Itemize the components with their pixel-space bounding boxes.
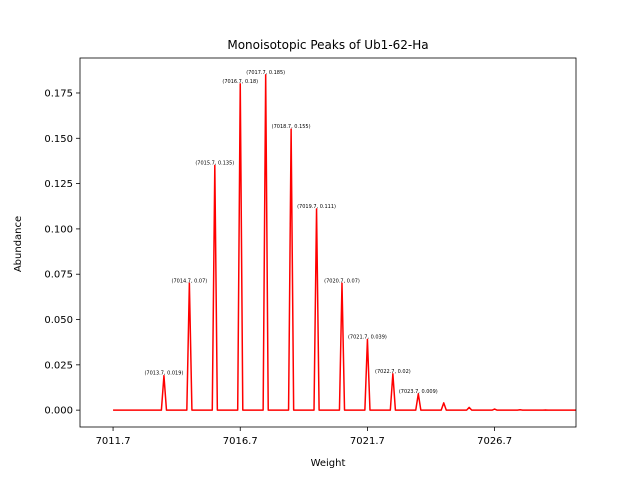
- y-tick-label: 0.175: [44, 88, 73, 99]
- peak-point: [315, 208, 318, 210]
- chart-title: Monoisotopic Peaks of Ub1-62-Ha: [227, 38, 428, 52]
- peak-data-label: (7015.7, 0.135): [195, 160, 234, 166]
- peak-point: [265, 74, 267, 76]
- ticks: 7011.7 7016.7 7021.7 7026.7 0.000 0.025 0.050 0…: [44, 88, 512, 447]
- x-tick-label: 7021.7: [350, 436, 385, 447]
- peak-data-label: (7016.7, 0.18): [222, 79, 258, 85]
- x-axis-label: Weight: [311, 458, 346, 469]
- peak-point: [188, 282, 190, 284]
- peak-point: [239, 83, 241, 85]
- peak-data-label: (7013.7, 0.019): [144, 371, 183, 377]
- peak-point: [468, 406, 470, 409]
- peak-data-label: (7017.7, 0.185): [246, 70, 285, 76]
- peak-data-label: (7019.7, 0.111): [297, 204, 336, 210]
- y-tick-label: 0.025: [44, 360, 73, 371]
- peak-data-label: (7023.7, 0.009): [399, 389, 438, 395]
- peak-point: [290, 128, 292, 130]
- plot-area: (7013.7, 0.019) (7014.7, 0.07) (7015.7, 0.…: [113, 70, 576, 411]
- peak-data-label: (7018.7, 0.155): [272, 124, 311, 130]
- y-tick-label: 0.125: [44, 179, 73, 190]
- peak-point: [417, 393, 419, 395]
- x-tick-label: 7011.7: [96, 436, 131, 447]
- peak-point: [341, 282, 343, 284]
- peak-point: [544, 409, 547, 411]
- y-tick-label: 0.000: [44, 406, 73, 417]
- y-tick-label: 0.100: [44, 224, 73, 235]
- x-tick-label: 7026.7: [477, 436, 512, 447]
- peak-point: [163, 375, 165, 377]
- peak-point: [214, 164, 216, 167]
- peak-point: [392, 373, 394, 375]
- y-axis-label: Abundance: [13, 216, 24, 272]
- plot-frame: [79, 57, 577, 428]
- peak-data-label: (7022.7, 0.02): [375, 369, 411, 375]
- y-tick-label: 0.050: [44, 315, 73, 326]
- y-tick-label: 0.075: [44, 270, 73, 281]
- peak-data-label: (7020.7, 0.07): [324, 278, 360, 284]
- y-tick-label: 0.150: [44, 134, 73, 145]
- peak-point: [519, 409, 521, 411]
- peak-point: [366, 338, 369, 341]
- peak-data-label: (7014.7, 0.07): [172, 278, 208, 284]
- x-tick-label: 7016.7: [223, 436, 258, 447]
- peak-point: [443, 402, 445, 404]
- peak-data-label: (7021.7, 0.039): [348, 334, 387, 340]
- peak-point: [494, 408, 496, 410]
